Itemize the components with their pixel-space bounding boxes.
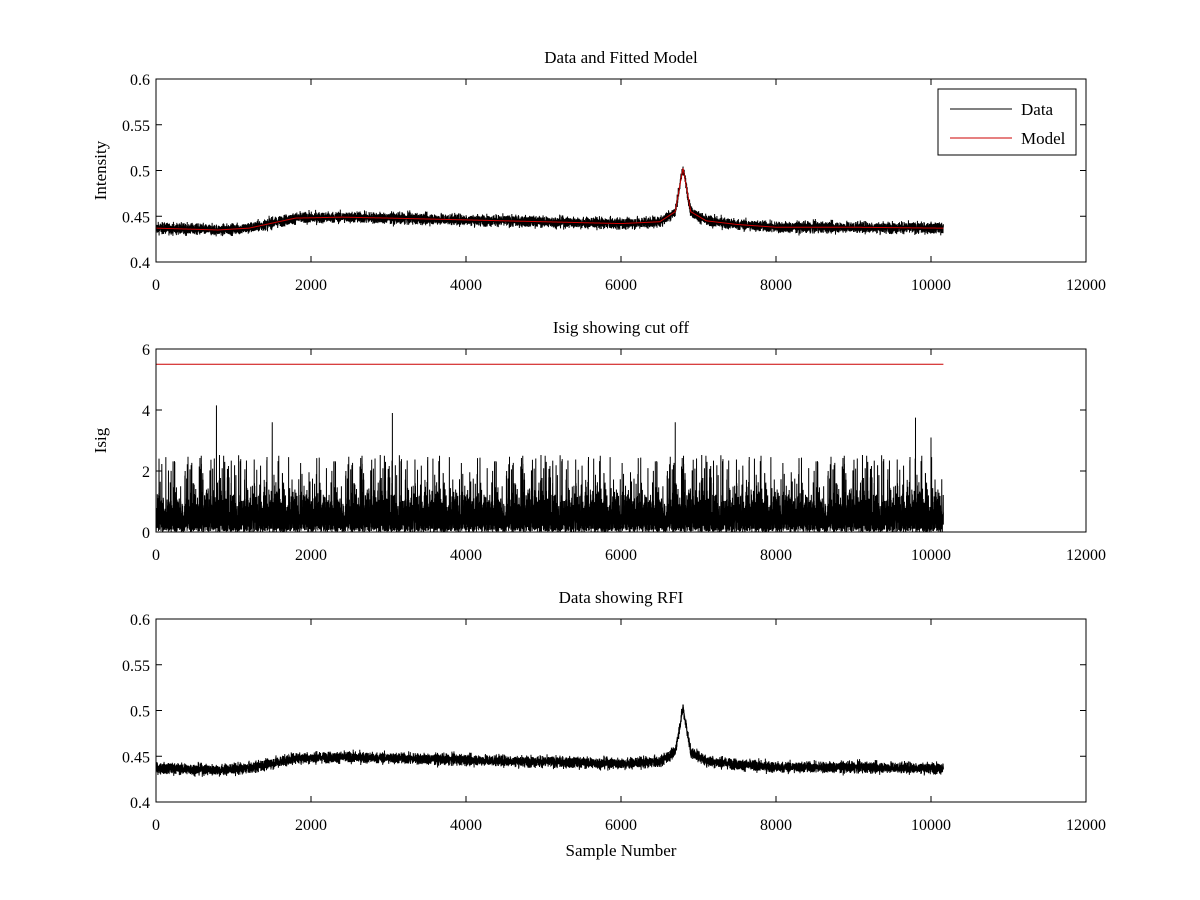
x-tick-label: 12000: [1066, 817, 1106, 834]
y-tick-label: 0.6: [130, 72, 150, 89]
y-tick-label: 0.5: [130, 704, 150, 721]
y-tick-label: 0.55: [122, 658, 150, 675]
x-tick-label: 6000: [605, 817, 637, 834]
chart-title: Isig showing cut off: [553, 318, 689, 337]
axis-ticks: 0 2000 4000 6000 8000 10000 12000 0.4 0.45 0.5 0.5…: [122, 72, 1106, 294]
panel-isig-showing-cut-off: Isig showing cut off Isig 0 2000 4000 6000 8…: [91, 318, 1106, 564]
x-tick-label: 8000: [760, 817, 792, 834]
x-axis-label: Sample Number: [566, 841, 677, 860]
plot-series-group: [155, 363, 944, 532]
y-tick-label: 0.6: [130, 612, 150, 629]
axis-ticks: 0 2000 4000 6000 8000 10000 12000 0 2 4 6: [142, 342, 1106, 564]
legend: Data Model: [937, 88, 1077, 156]
panel-data-showing-rfi: Data showing RFI Sample Number 0 2000 4000…: [122, 588, 1106, 860]
x-tick-label: 2000: [295, 277, 327, 294]
x-tick-label: 10000: [911, 817, 951, 834]
series-line-signal: [155, 405, 944, 532]
chart-title: Data and Fitted Model: [544, 48, 698, 67]
y-tick-label: 0.4: [130, 255, 150, 272]
y-tick-label: 0.45: [122, 749, 150, 766]
plot-series-group: [155, 166, 944, 237]
x-tick-label: 8000: [760, 277, 792, 294]
axis-ticks: 0 2000 4000 6000 8000 10000 12000 0.4 0.45 0.5 0.5…: [122, 612, 1106, 834]
x-tick-label: 0: [152, 817, 160, 834]
y-tick-label: 0.55: [122, 118, 150, 135]
legend-entry-data: Data: [1021, 100, 1054, 119]
y-tick-label: 4: [142, 403, 150, 420]
plot-series-group: [155, 704, 944, 777]
x-tick-label: 12000: [1066, 547, 1106, 564]
legend-box: [937, 88, 1077, 156]
y-axis-label: Isig: [91, 427, 110, 453]
x-tick-label: 0: [152, 547, 160, 564]
x-tick-label: 4000: [450, 817, 482, 834]
y-tick-label: 0.4: [130, 795, 150, 812]
y-tick-label: 0.45: [122, 209, 150, 226]
legend-entry-model: Model: [1021, 129, 1066, 148]
x-tick-label: 2000: [295, 547, 327, 564]
y-tick-label: 0.5: [130, 164, 150, 181]
x-tick-label: 6000: [605, 547, 637, 564]
x-tick-label: 10000: [911, 277, 951, 294]
x-tick-label: 12000: [1066, 277, 1106, 294]
series-line-model: [155, 168, 944, 231]
x-tick-label: 4000: [450, 277, 482, 294]
x-tick-label: 10000: [911, 547, 951, 564]
x-tick-label: 4000: [450, 547, 482, 564]
y-tick-label: 6: [142, 342, 150, 359]
series-line-signal: [155, 704, 944, 777]
x-tick-label: 6000: [605, 277, 637, 294]
x-tick-label: 8000: [760, 547, 792, 564]
y-tick-label: 0: [142, 525, 150, 542]
x-tick-label: 2000: [295, 817, 327, 834]
y-tick-label: 2: [142, 464, 150, 481]
panel-data-and-fitted-model: Data and Fitted Model Intensity 0 2000 400…: [91, 48, 1106, 294]
x-tick-label: 0: [152, 277, 160, 294]
y-axis-label: Intensity: [91, 140, 110, 200]
chart-title: Data showing RFI: [559, 588, 684, 607]
